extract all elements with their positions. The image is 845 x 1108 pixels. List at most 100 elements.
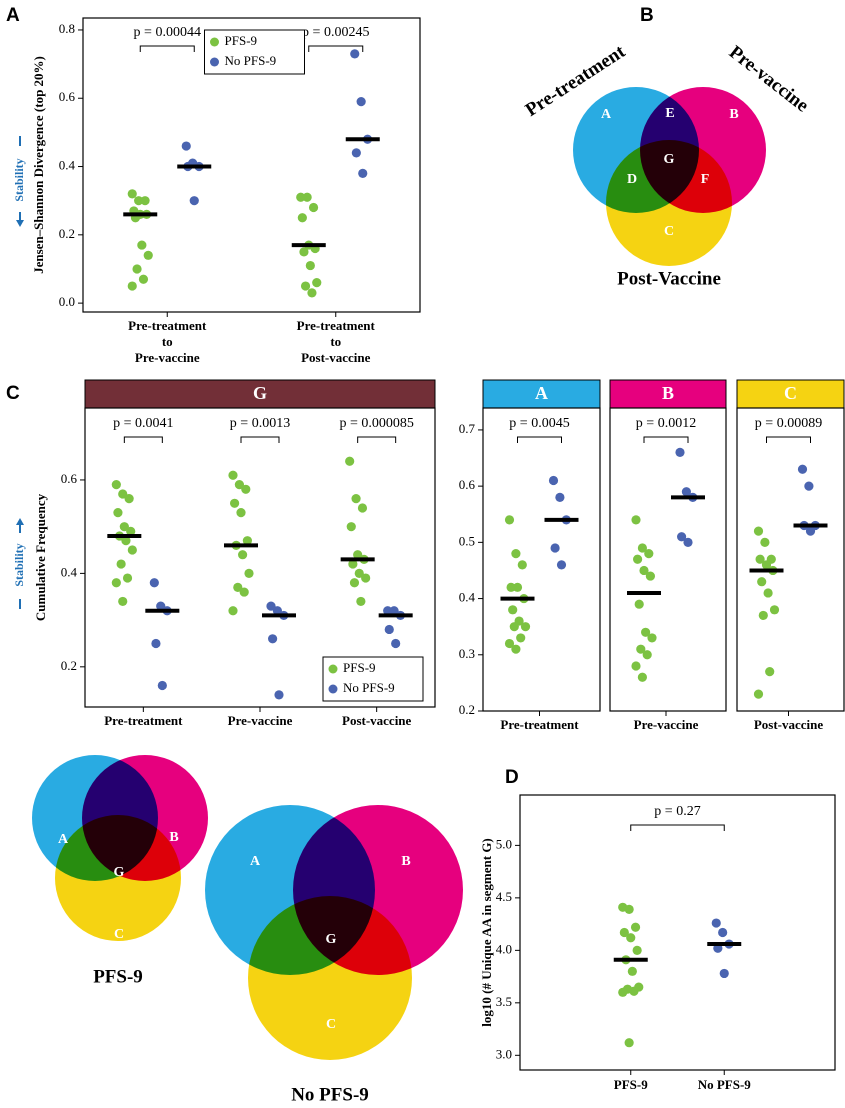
region-label: B (169, 830, 178, 845)
dot (189, 196, 199, 206)
dot (389, 606, 399, 616)
region-label: C (326, 1017, 336, 1032)
y-tick-label: 0.3 (459, 646, 475, 661)
dot (137, 240, 147, 250)
dot (681, 487, 692, 497)
panel-header (736, 379, 845, 409)
dot (234, 480, 244, 490)
legend-box (204, 29, 305, 75)
dot (350, 49, 360, 59)
dot (122, 573, 133, 583)
x-tick-label: No PFS-9 (698, 1077, 752, 1092)
venn-circle (248, 896, 412, 1060)
dot (238, 550, 248, 560)
y-tick-label: 0.6 (459, 477, 476, 492)
dot (356, 97, 366, 107)
legend-box (322, 656, 424, 702)
x-tick-label: Pre-vaccine (135, 350, 200, 365)
venn-title: No PFS-9 (291, 1084, 369, 1105)
dot (127, 189, 137, 199)
y-tick-label: 4.5 (496, 889, 512, 904)
panel-title: G (253, 383, 267, 403)
dot (181, 141, 191, 151)
venn-circle (606, 140, 732, 266)
dot (631, 515, 641, 525)
dot (361, 573, 371, 583)
y-tick-label: 0.8 (59, 21, 75, 36)
dot (626, 933, 636, 943)
dot (268, 634, 278, 644)
dot (555, 492, 565, 502)
dot (556, 560, 567, 570)
dot (516, 633, 526, 643)
bracket (308, 45, 364, 52)
p-value: p = 0.00044 (134, 25, 201, 40)
arrow-head (16, 220, 24, 227)
set-label: Post-Vaccine (617, 268, 721, 289)
region-label: G (114, 865, 125, 880)
dot (629, 986, 639, 996)
legend-marker (328, 684, 338, 694)
plot-frame (609, 407, 727, 712)
panel-label: D (505, 767, 519, 788)
dot (236, 508, 246, 518)
x-tick-label: Pre-treatment (500, 717, 579, 732)
y-tick-label: 0.7 (459, 421, 476, 436)
panel-header (84, 379, 436, 409)
y-tick-label: 0.5 (459, 533, 475, 548)
region-label: D (627, 172, 637, 187)
dot (637, 672, 648, 682)
bracket (643, 436, 689, 443)
dot (349, 578, 360, 588)
dot (113, 508, 123, 518)
y-tick-label: 0.4 (61, 564, 78, 579)
dot (769, 605, 780, 615)
dot (127, 545, 137, 555)
region-label: B (729, 107, 738, 122)
dot (230, 498, 240, 508)
dot (633, 554, 643, 564)
dot (760, 537, 770, 547)
x-tick-label: to (330, 334, 341, 349)
y-tick-label: 0.2 (59, 226, 75, 241)
dot (753, 526, 764, 536)
p-value: p = 0.00245 (302, 25, 369, 40)
x-tick-label: Pre-treatment (128, 318, 207, 333)
dot (675, 447, 685, 458)
y-axis-label: Cumulative Frequency (33, 493, 48, 621)
dot (763, 588, 773, 598)
dot (630, 922, 641, 932)
dot (637, 543, 648, 553)
region-label: F (701, 172, 710, 187)
bracket (766, 436, 811, 443)
dot (118, 489, 128, 499)
legend-marker (210, 57, 219, 67)
legend-label: No PFS-9 (225, 53, 277, 68)
x-tick-label: Pre-treatment (297, 318, 376, 333)
dot (354, 568, 364, 578)
dot (357, 503, 368, 513)
dot (149, 578, 159, 588)
y-tick-label: 0.0 (59, 294, 75, 309)
panel-title: A (535, 383, 548, 403)
dot (639, 565, 649, 576)
bracket (630, 824, 725, 831)
region-label: A (601, 107, 612, 122)
dot (627, 966, 637, 976)
bracket (357, 436, 397, 443)
p-value: p = 0.0013 (230, 416, 290, 431)
dot (804, 481, 814, 491)
dot (308, 202, 319, 213)
p-value: p = 0.0012 (636, 416, 696, 431)
region-label: A (250, 854, 261, 869)
venn-no-pfs: A B G C No PFS-9 (205, 805, 463, 1105)
dot (296, 192, 306, 202)
bracket (123, 436, 163, 443)
dot (143, 250, 153, 260)
x-tick-label: PFS-9 (614, 1077, 648, 1092)
x-tick-label: Pre-vaccine (228, 713, 293, 728)
dot (111, 578, 121, 588)
y-tick-label: 0.2 (61, 658, 77, 673)
dot (755, 554, 765, 564)
dot (307, 288, 317, 298)
